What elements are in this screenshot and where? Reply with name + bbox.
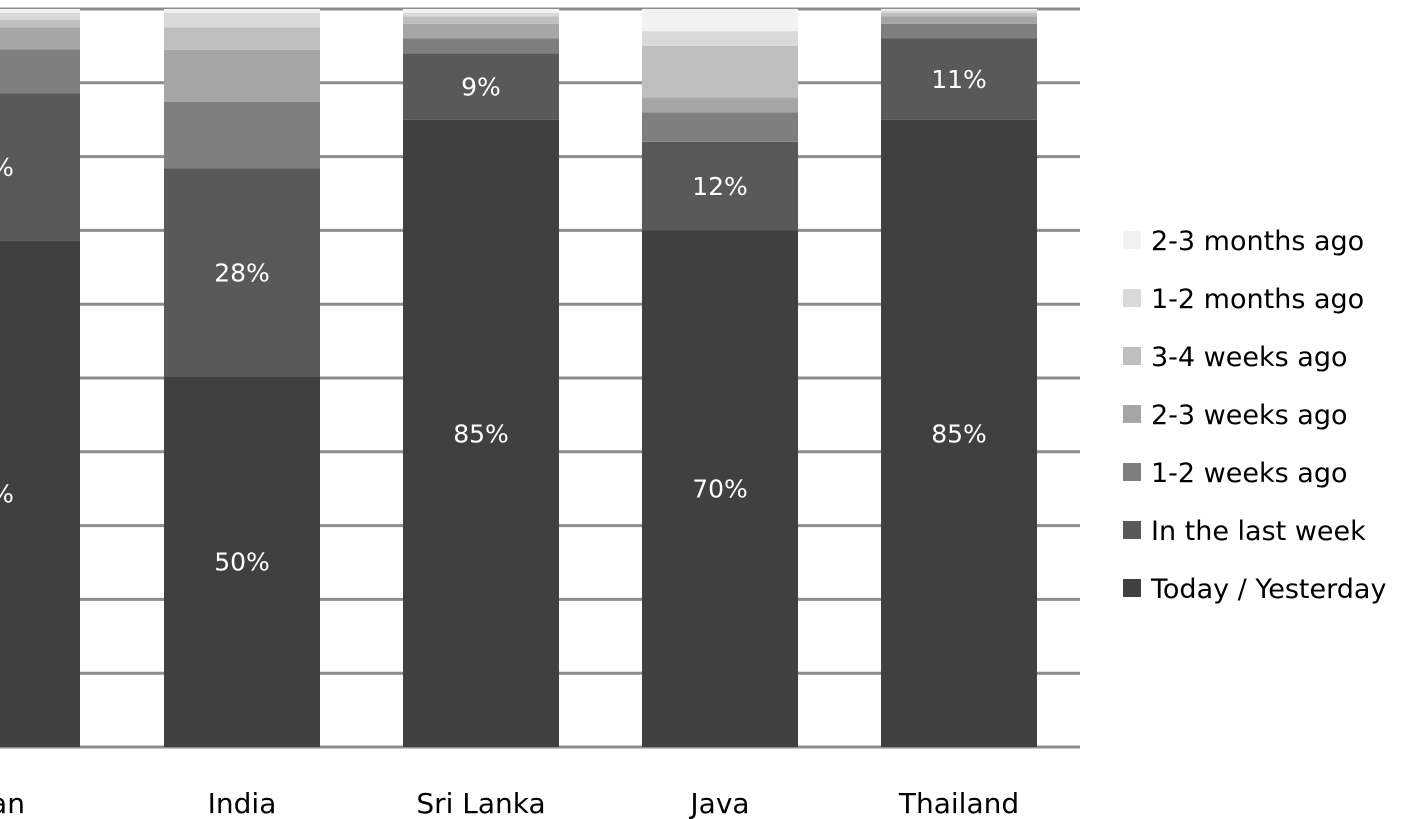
bar-segment-sri-lanka-3-4-weeks-ago	[403, 16, 559, 24]
bar-segment-java-2-3-months-ago	[642, 9, 798, 32]
data-label-thailand-in-the-last-week: 11%	[931, 65, 987, 94]
bar-segment-thailand-3-4-weeks-ago	[881, 12, 1037, 17]
bar-segment-java-1-2-weeks-ago	[642, 112, 798, 142]
x-tick-label-java: Java	[688, 787, 749, 819]
bar-segment-india-3-4-weeks-ago	[164, 27, 320, 50]
x-axis-tick-labels: tan India Sri Lanka Java Thailand	[0, 787, 1019, 819]
bar-segment-tan-3-4-weeks-ago	[0, 20, 80, 28]
legend-label-2-3-months-ago: 2-3 months ago	[1151, 226, 1364, 257]
legend-label-in-the-last-week: In the last week	[1151, 516, 1366, 547]
bar-segment-thailand-2-3-weeks-ago	[881, 16, 1037, 24]
bar-segment-thailand-1-2-months-ago	[881, 10, 1037, 13]
data-label-india-in-the-last-week: 28%	[214, 258, 270, 287]
x-tick-label-thailand: Thailand	[898, 787, 1019, 819]
bar-segment-india-1-2-weeks-ago	[164, 101, 320, 169]
data-labels: %% 50% 28% 85% 9% 70% 12% 85% 11%	[0, 65, 987, 576]
bar-segment-sri-lanka-today-yesterday	[403, 119, 559, 747]
bar-segment-tan-1-2-weeks-ago	[0, 49, 80, 94]
data-label-sri-lanka-in-the-last-week: 9%	[461, 72, 501, 101]
legend-label-2-3-weeks-ago: 2-3 weeks ago	[1151, 400, 1347, 431]
bar-segment-java-today-yesterday	[642, 230, 798, 747]
data-label-java-today-yesterday: 70%	[692, 475, 748, 504]
legend-swatch-2-3-months-ago	[1123, 231, 1141, 249]
bars	[0, 9, 1037, 748]
bar-segment-sri-lanka-1-2-months-ago	[403, 12, 559, 17]
legend-label-1-2-weeks-ago: 1-2 weeks ago	[1151, 458, 1347, 489]
x-tick-label-tan: tan	[0, 787, 25, 819]
bar-segment-india-today-yesterday	[164, 376, 320, 747]
bar-segment-india-2-3-weeks-ago	[164, 49, 320, 102]
bar-segment-java-2-3-weeks-ago	[642, 97, 798, 113]
bar-segment-india-2-3-months-ago	[164, 9, 320, 13]
bar-segment-tan-in-the-last-week	[0, 93, 80, 241]
bar-segment-india-1-2-months-ago	[164, 12, 320, 28]
legend-label-3-4-weeks-ago: 3-4 weeks ago	[1151, 342, 1347, 373]
bar-segment-java-1-2-months-ago	[642, 31, 798, 46]
bar-segment-sri-lanka-2-3-months-ago	[403, 9, 559, 13]
bar-segment-tan-1-2-months-ago	[0, 12, 80, 21]
bar-segment-thailand-today-yesterday	[881, 119, 1037, 747]
data-label-tan-today-yesterday: %	[0, 480, 14, 509]
data-label-sri-lanka-today-yesterday: 85%	[453, 419, 509, 448]
bar-segment-tan-today-yesterday	[0, 240, 80, 748]
data-label-thailand-today-yesterday: 85%	[931, 419, 987, 448]
bar-segment-thailand-1-2-weeks-ago	[881, 23, 1037, 39]
legend-swatch-3-4-weeks-ago	[1123, 347, 1141, 365]
bar-segment-thailand-in-the-last-week	[881, 38, 1037, 120]
legend-swatch-1-2-weeks-ago	[1123, 463, 1141, 481]
legend-swatch-1-2-months-ago	[1123, 289, 1141, 307]
bar-segment-sri-lanka-in-the-last-week	[403, 53, 559, 120]
bar-segment-sri-lanka-1-2-weeks-ago	[403, 38, 559, 54]
bar-segment-sri-lanka-2-3-weeks-ago	[403, 23, 559, 39]
bar-segment-thailand-2-3-months-ago	[881, 9, 1037, 11]
legend-swatch-in-the-last-week	[1123, 521, 1141, 539]
data-label-java-in-the-last-week: 12%	[692, 172, 748, 201]
x-tick-label-india: India	[208, 787, 277, 819]
bar-segment-java-in-the-last-week	[642, 141, 798, 231]
x-tick-label-sri-lanka: Sri Lanka	[416, 787, 545, 819]
data-label-india-today-yesterday: 50%	[214, 548, 270, 577]
legend-label-today-yesterday: Today / Yesterday	[1150, 574, 1386, 605]
legend-label-1-2-months-ago: 1-2 months ago	[1151, 284, 1364, 315]
bar-segment-tan-2-3-months-ago	[0, 9, 80, 13]
legend: 2-3 months ago 1-2 months ago 3-4 weeks ag…	[1123, 226, 1386, 605]
bar-segment-tan-2-3-weeks-ago	[0, 27, 80, 50]
bar-segment-india-in-the-last-week	[164, 168, 320, 377]
data-label-tan-in-the-last-week: %	[0, 153, 14, 182]
legend-swatch-today-yesterday	[1123, 579, 1141, 597]
bar-segment-java-3-4-weeks-ago	[642, 45, 798, 98]
legend-swatch-2-3-weeks-ago	[1123, 405, 1141, 423]
